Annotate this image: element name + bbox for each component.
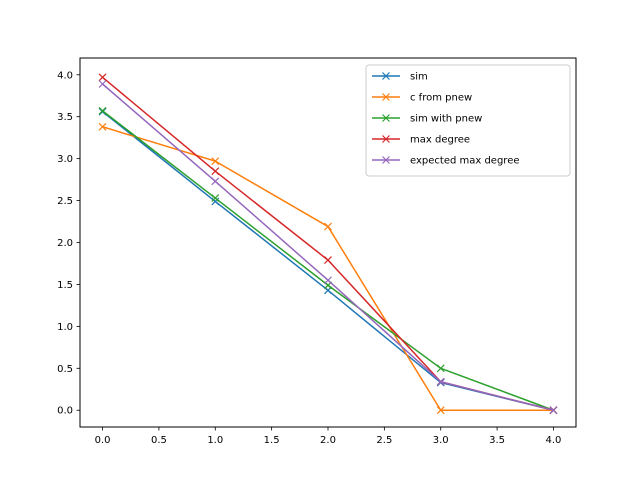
- series-4: [98, 80, 558, 415]
- y-tick-label: 2.5: [57, 196, 73, 207]
- y-tick-label: 1.5: [57, 280, 73, 291]
- legend-label: c from pnew: [410, 93, 472, 104]
- legend-box: [365, 64, 571, 177]
- x-tick-label: 1.5: [264, 435, 280, 446]
- data-point-marker: [98, 80, 107, 88]
- axes-layer: 0.0 0.5 1.0 1.5 2.0 2.5 3.0 3.5 4.0 0.0 0.5 1.0 1.5 2…: [57, 57, 577, 446]
- x-tick-label: 3.5: [489, 435, 505, 446]
- data-point-marker: [436, 364, 445, 373]
- x-tick-label: 3.0: [433, 435, 449, 446]
- legend: sim c from pnew sim with pnew max degree exp…: [365, 64, 571, 177]
- data-point-marker: [211, 167, 220, 176]
- data-point-marker: [98, 73, 107, 82]
- data-point-marker: [436, 377, 445, 386]
- legend-entry: expected max degree: [372, 156, 520, 167]
- legend-marker: [382, 72, 390, 80]
- y-tick-label: 2.0: [57, 238, 73, 249]
- data-point-marker: [324, 276, 332, 285]
- legend-entry: sim: [372, 72, 428, 83]
- legend-label: sim with pnew: [410, 114, 482, 125]
- data-point-marker: [98, 106, 107, 115]
- data-point-marker: [211, 177, 220, 186]
- x-tick-label: 0.0: [95, 435, 111, 446]
- data-point-marker: [324, 256, 332, 265]
- legend-marker: [382, 156, 390, 164]
- x-tick-label: 4.0: [546, 435, 562, 446]
- legend-marker: [382, 135, 390, 143]
- x-tick-label: 2.5: [376, 435, 392, 446]
- legend-entry: sim with pnew: [372, 114, 482, 125]
- data-point-marker: [324, 222, 332, 231]
- data-point-marker: [98, 122, 107, 131]
- y-tick-label: 1.0: [57, 322, 73, 333]
- y-tick-label: 0.5: [57, 364, 73, 375]
- data-point-marker: [436, 406, 445, 415]
- legend-entry: max degree: [372, 135, 470, 146]
- y-tick-label: 3.0: [57, 154, 73, 165]
- y-tick-label: 4.0: [57, 70, 73, 81]
- legend-label: expected max degree: [410, 156, 520, 167]
- data-point-marker: [549, 406, 558, 415]
- y-tick-label: 0.0: [57, 406, 73, 417]
- data-point-marker: [211, 194, 220, 202]
- legend-marker: [382, 93, 390, 101]
- legend-marker: [382, 114, 390, 122]
- x-tick-label: 2.0: [320, 435, 336, 446]
- legend-label: max degree: [410, 135, 470, 146]
- series-layer: [98, 73, 558, 415]
- y-tick-label: 3.5: [57, 112, 73, 123]
- legend-label: sim: [410, 72, 428, 83]
- x-tick-label: 0.5: [151, 435, 167, 446]
- x-tick-label: 1.0: [207, 435, 223, 446]
- data-point-marker: [211, 157, 220, 166]
- legend-entry: c from pnew: [372, 93, 472, 104]
